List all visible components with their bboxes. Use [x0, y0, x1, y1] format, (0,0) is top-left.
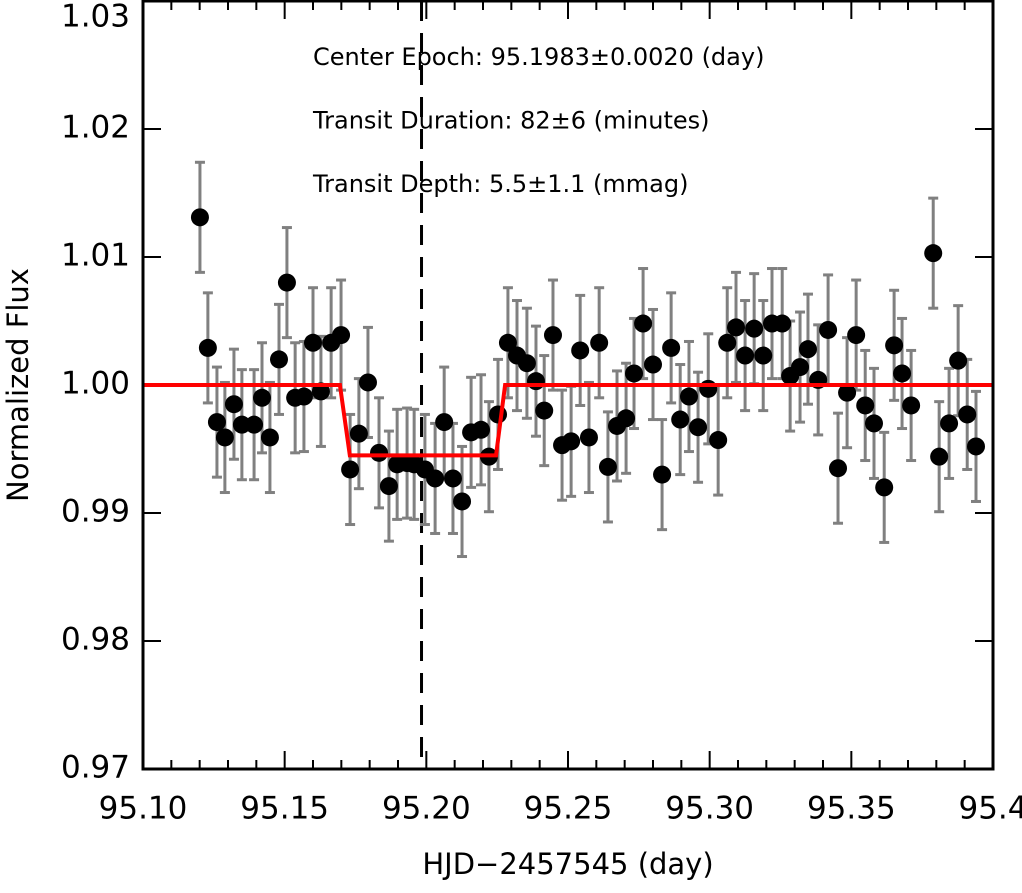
data-point — [526, 372, 545, 391]
x-tick-label: 95.30 — [665, 791, 754, 827]
x-tick-label: 95.35 — [807, 791, 896, 827]
data-point — [358, 373, 377, 392]
y-tick-label: 1.00 — [61, 366, 130, 402]
data-point — [453, 492, 472, 511]
data-point — [260, 428, 279, 447]
data-point — [277, 273, 296, 292]
data-point — [489, 405, 508, 424]
data-point — [644, 355, 662, 374]
data-point — [245, 415, 264, 434]
data-point — [829, 459, 848, 478]
x-tick-label: 95.25 — [524, 791, 613, 827]
data-point — [856, 396, 875, 415]
y-tick-label: 1.01 — [61, 238, 130, 274]
data-point — [224, 395, 243, 414]
y-tick-label: 0.97 — [61, 750, 130, 786]
data-point — [304, 333, 322, 352]
data-point — [699, 379, 718, 398]
data-point — [930, 447, 949, 466]
data-point — [341, 460, 360, 479]
x-tick-label: 95.10 — [99, 791, 188, 827]
data-point — [791, 358, 810, 377]
data-point — [215, 428, 234, 447]
data-point — [426, 469, 445, 488]
data-point — [190, 208, 209, 227]
y-tick-label: 0.99 — [61, 494, 130, 530]
data-point — [207, 413, 226, 432]
y-tick-label: 1.03 — [61, 0, 130, 35]
data-point — [634, 314, 653, 333]
data-point — [924, 244, 943, 263]
data-point — [535, 401, 554, 420]
data-point — [472, 420, 491, 439]
data-point — [967, 437, 985, 456]
data-point — [625, 364, 644, 383]
data-point — [727, 318, 746, 337]
data-point — [671, 410, 690, 429]
data-point — [709, 431, 728, 450]
data-point — [617, 409, 636, 428]
data-point — [847, 326, 866, 345]
data-point — [893, 364, 912, 383]
data-point — [198, 338, 217, 357]
data-point — [718, 333, 737, 352]
data-point — [349, 424, 368, 443]
data-point — [865, 414, 883, 433]
data-point — [754, 346, 773, 365]
data-point — [579, 428, 598, 447]
data-point — [562, 432, 581, 451]
data-point — [253, 388, 271, 407]
y-axis-label: Normalized Flux — [1, 268, 35, 502]
annotation: Transit Duration: 82±6 (minutes) — [312, 107, 710, 135]
data-point — [798, 340, 817, 359]
data-point — [875, 478, 894, 497]
data-point — [902, 396, 921, 415]
data-point — [885, 336, 904, 355]
data-point — [332, 326, 351, 345]
data-point — [517, 354, 536, 373]
data-point — [773, 314, 792, 333]
data-point — [590, 333, 609, 352]
data-point — [435, 413, 454, 432]
data-point — [270, 350, 288, 369]
data-point — [543, 326, 562, 345]
data-point — [819, 320, 838, 339]
model-line — [143, 383, 993, 458]
data-point — [379, 477, 398, 496]
data-point — [736, 346, 755, 365]
data-point — [949, 351, 968, 370]
data-point — [653, 465, 672, 484]
y-tick-label: 0.98 — [61, 622, 130, 658]
data-point — [598, 457, 617, 476]
data-point — [662, 338, 681, 357]
data-point — [679, 387, 698, 406]
data-point — [370, 443, 389, 462]
data-point — [294, 387, 313, 406]
data-point — [689, 418, 708, 437]
data-point — [571, 341, 590, 360]
x-axis-label: HJD−2457545 (day) — [422, 847, 713, 881]
x-tick-label: 95.20 — [382, 791, 471, 827]
data-point — [838, 383, 857, 402]
data-point — [958, 405, 977, 424]
plot-frame — [141, 0, 995, 771]
annotation: Transit Depth: 5.5±1.1 (mmag) — [312, 170, 688, 198]
data-point — [745, 319, 764, 338]
x-tick-label: 95.4 — [958, 791, 1022, 827]
data-point — [940, 414, 959, 433]
annotation: Center Epoch: 95.1983±0.0020 (day) — [313, 43, 764, 71]
x-tick-label: 95.15 — [240, 791, 329, 827]
data-point — [498, 333, 517, 352]
y-tick-label: 1.02 — [61, 110, 130, 146]
data-point — [443, 469, 462, 488]
